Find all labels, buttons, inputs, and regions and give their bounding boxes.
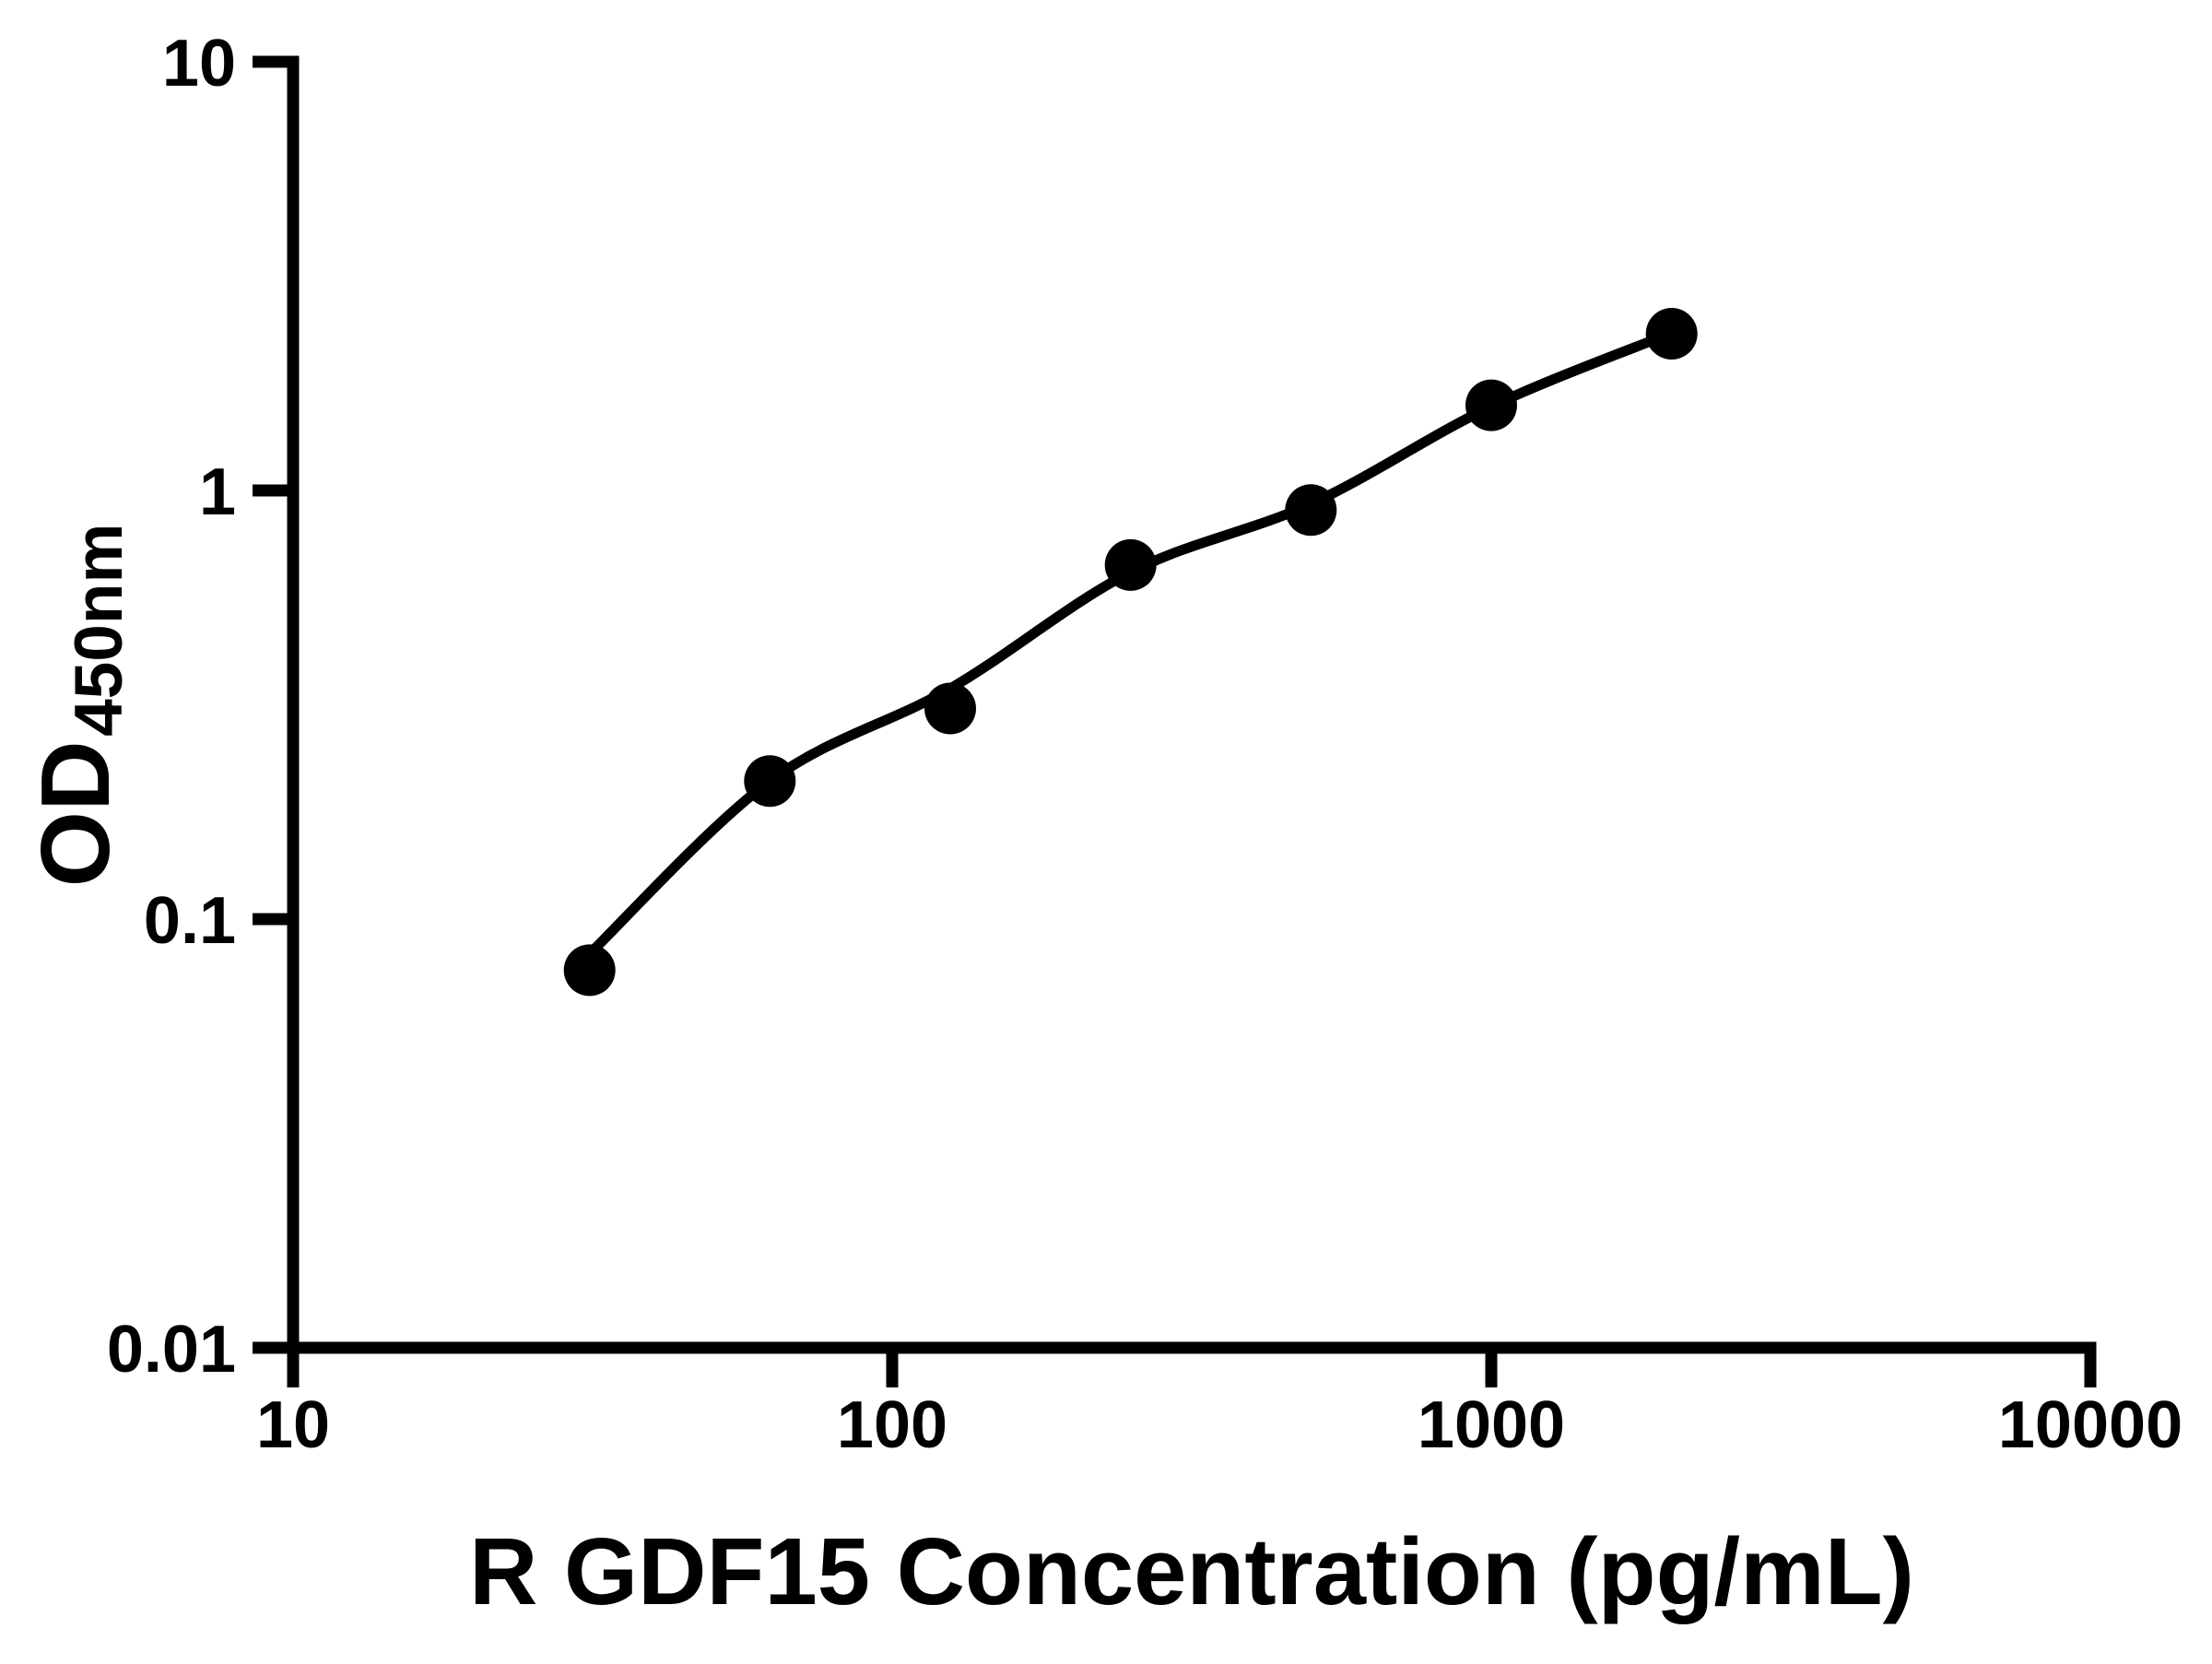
- x-axis-title: R GDF15 Concentration (pg/mL): [469, 1518, 1914, 1624]
- data-point-marker: [924, 682, 976, 735]
- y-tick-label-0-1: 0.1: [144, 884, 236, 958]
- y-axis-title-subscript: 450nm: [62, 524, 136, 737]
- x-axis-tick-labels: 10 100 1000 10000: [256, 1388, 2183, 1462]
- y-axis-title: OD 450nm: [21, 524, 136, 888]
- data-point-marker: [563, 944, 616, 997]
- y-tick-label-1: 1: [199, 455, 236, 529]
- x-axis: 10 100 1000 10000 R GDF15 Concentration …: [256, 1341, 2183, 1624]
- y-axis: 10 1 0.1 0.01 OD 450nm: [21, 27, 300, 1387]
- x-tick-label-10: 10: [256, 1388, 330, 1462]
- y-axis-tick-labels: 10 1 0.1 0.01: [107, 27, 236, 1387]
- x-axis-ticks: [287, 1348, 2097, 1387]
- y-axis-ticks: [253, 55, 293, 1354]
- data-point-marker: [1645, 308, 1698, 360]
- data-point-marker: [1104, 538, 1157, 591]
- x-tick-label-10000: 10000: [1998, 1388, 2183, 1462]
- x-tick-label-100: 100: [837, 1388, 947, 1462]
- x-tick-label-1000: 1000: [1418, 1388, 1565, 1462]
- data-point-marker: [1285, 484, 1337, 537]
- fit-curve-line: [585, 328, 1674, 958]
- data-point-marker: [744, 755, 796, 808]
- data-points: [563, 308, 1698, 997]
- y-tick-label-10: 10: [162, 27, 236, 100]
- y-tick-label-0-01: 0.01: [107, 1313, 236, 1387]
- y-axis-title-base: OD: [21, 740, 130, 887]
- data-point-marker: [1465, 379, 1517, 431]
